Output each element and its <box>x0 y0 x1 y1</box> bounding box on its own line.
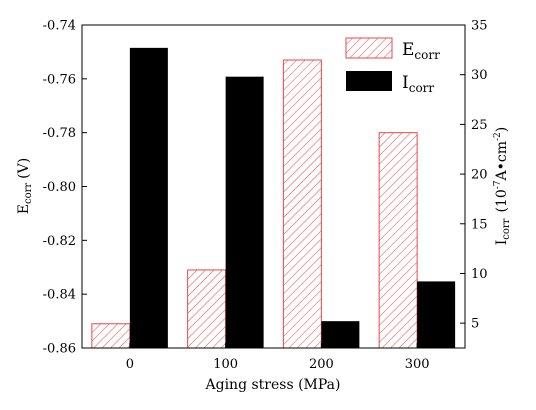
x-tick-label: 300 <box>405 357 430 372</box>
y-right-tick-label: 20 <box>471 168 488 183</box>
y-axis-left-label: Ecorr(V) <box>16 158 34 214</box>
x-tick-label: 0 <box>126 357 134 372</box>
x-axis: 0 100 200 300 <box>126 343 430 372</box>
y-right-tick-label: 35 <box>471 19 488 34</box>
bar-ecorr-0 <box>91 323 131 349</box>
legend-swatch-icorr <box>346 71 392 91</box>
legend-swatch-ecorr <box>345 37 393 59</box>
y-right-tick-label: 15 <box>471 217 488 232</box>
x-tick-label: 200 <box>309 357 334 372</box>
bar-ecorr-300 <box>378 132 418 349</box>
bar-icorr-100 <box>225 76 264 349</box>
legend-label-icorr: Icorr <box>402 73 434 95</box>
bar-icorr-300 <box>417 281 456 348</box>
bar-ecorr-200 <box>282 59 322 349</box>
y-left-tick-label: -0.84 <box>43 288 76 303</box>
y-left-tick-label: -0.74 <box>43 19 76 34</box>
legend-label-ecorr: Ecorr <box>402 40 440 62</box>
x-tick-label: 100 <box>213 357 238 372</box>
y-right-tick-label: 10 <box>471 267 488 282</box>
bar-icorr-200 <box>321 321 360 348</box>
y-right-tick-label: 25 <box>471 118 488 133</box>
bar-icorr-0 <box>129 47 168 349</box>
bar-ecorr-100 <box>187 269 227 349</box>
x-axis-label: Aging stress (MPa) <box>205 377 341 393</box>
y-left-tick-label: -0.86 <box>43 342 76 357</box>
y-axis-left: -0.74 -0.76 -0.78 -0.80 -0.82 -0.84 -0.86 <box>43 19 87 357</box>
y-axis-right-label: Icorr(10-7A•cm-2) <box>493 127 512 246</box>
bars-group <box>91 47 456 349</box>
y-axis-right: 5 10 15 20 25 30 35 <box>460 19 488 332</box>
legend: Ecorr Icorr <box>345 37 440 95</box>
y-left-tick-label: -0.76 <box>43 72 76 87</box>
y-left-tick-label: -0.82 <box>43 234 76 249</box>
y-left-tick-label: -0.80 <box>43 180 76 195</box>
y-right-tick-label: 5 <box>471 317 479 332</box>
y-right-tick-label: 30 <box>471 68 488 83</box>
y-left-tick-label: -0.78 <box>43 126 76 141</box>
